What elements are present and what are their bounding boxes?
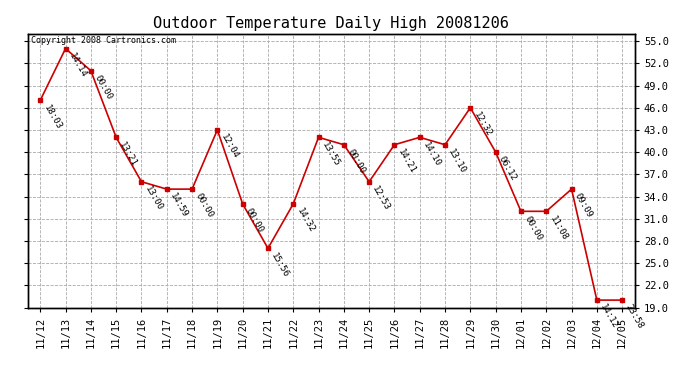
Text: 14:10: 14:10	[421, 140, 442, 168]
Text: 00:00: 00:00	[244, 207, 265, 234]
Text: 15:56: 15:56	[269, 251, 290, 279]
Text: 23:58: 23:58	[624, 303, 644, 331]
Title: Outdoor Temperature Daily High 20081206: Outdoor Temperature Daily High 20081206	[153, 16, 509, 31]
Text: 14:21: 14:21	[396, 147, 417, 175]
Text: 12:32: 12:32	[472, 111, 493, 138]
Text: 13:55: 13:55	[320, 140, 341, 168]
Text: 14:12: 14:12	[598, 303, 620, 331]
Text: 14:14: 14:14	[67, 51, 88, 79]
Text: 12:53: 12:53	[371, 184, 392, 212]
Text: 00:00: 00:00	[522, 214, 544, 242]
Text: 14:59: 14:59	[168, 192, 189, 220]
Text: 12:04: 12:04	[219, 133, 240, 160]
Text: 13:21: 13:21	[117, 140, 139, 168]
Text: 00:00: 00:00	[345, 147, 366, 175]
Text: 00:00: 00:00	[92, 74, 113, 101]
Text: 11:08: 11:08	[548, 214, 569, 242]
Text: 06:12: 06:12	[497, 155, 518, 183]
Text: Copyright 2008 Cartronics.com: Copyright 2008 Cartronics.com	[30, 36, 176, 45]
Text: 18:03: 18:03	[41, 103, 63, 131]
Text: 09:09: 09:09	[573, 192, 594, 220]
Text: 14:32: 14:32	[295, 207, 316, 234]
Text: 00:00: 00:00	[193, 192, 215, 220]
Text: 13:10: 13:10	[446, 147, 468, 175]
Text: 13:00: 13:00	[143, 184, 164, 212]
